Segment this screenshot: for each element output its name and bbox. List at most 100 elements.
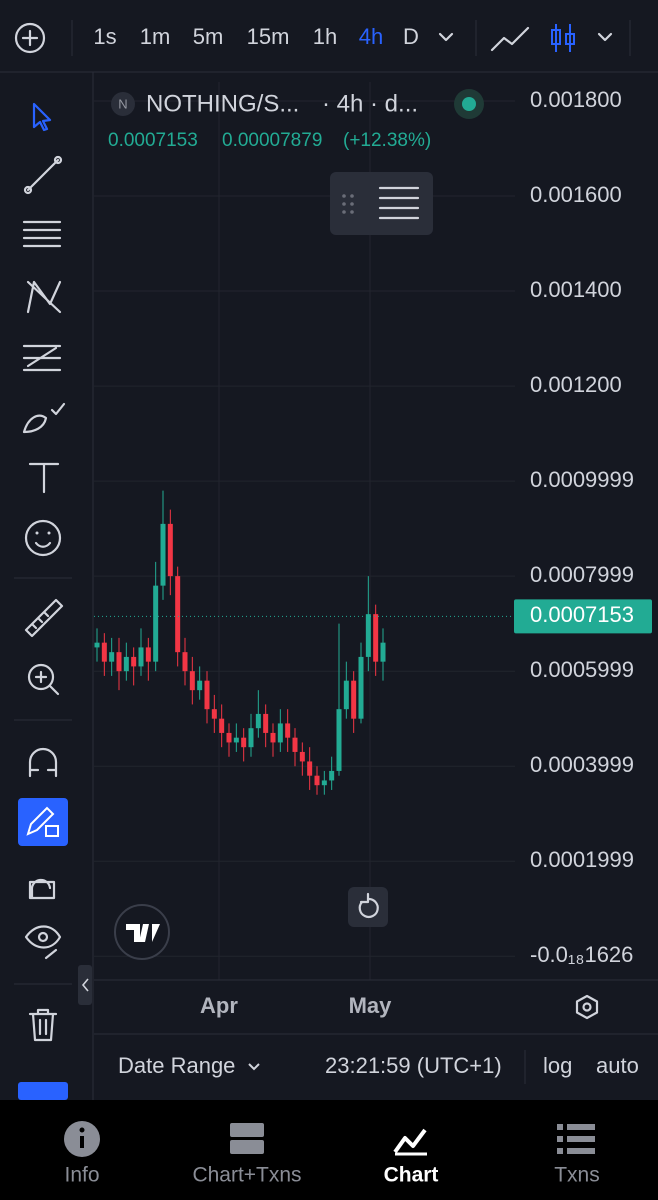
candle-body (204, 680, 210, 710)
candle-body (241, 737, 247, 748)
candle-body (233, 737, 239, 743)
status-dot (462, 97, 476, 111)
symbol-badge (111, 92, 135, 116)
text-tool[interactable] (28, 462, 60, 494)
candle-body (94, 642, 100, 648)
price-label: 0.0007153 (530, 602, 634, 627)
floating-widget[interactable] (330, 172, 433, 235)
delete-tool[interactable] (28, 1008, 58, 1042)
interval-button[interactable]: 1h (313, 24, 337, 49)
interval-button[interactable]: 1m (140, 24, 171, 49)
y-tick-label: 0.0003999 (530, 752, 634, 777)
settings-button[interactable] (575, 994, 599, 1020)
candle-body (292, 737, 298, 752)
lock-drawing-tool[interactable] (18, 798, 68, 846)
interval-menu[interactable] (438, 32, 454, 42)
emoji-tool[interactable] (24, 519, 62, 557)
nav-item[interactable]: Txns (554, 1164, 600, 1187)
interval-button[interactable]: 4h (359, 24, 383, 49)
ruler-tool[interactable] (24, 598, 64, 638)
lines-tool[interactable] (22, 220, 62, 248)
more-tools[interactable] (18, 1082, 68, 1100)
badge-letter: N (118, 96, 127, 111)
y-tick-label: 0.0001999 (530, 847, 634, 872)
candle-body (255, 713, 261, 729)
time-axis: Apr May (200, 993, 392, 1018)
candle-body (263, 713, 269, 733)
list-icon (557, 1124, 595, 1154)
brush-tool[interactable] (22, 402, 66, 434)
y-tick-label: -0.0₁₈1626 (530, 942, 633, 967)
y-tick-label: 0.001800 (530, 87, 622, 112)
drawing-tools (14, 102, 72, 1100)
candle-body (219, 718, 225, 733)
candle-body (314, 775, 320, 786)
add-button[interactable] (14, 22, 46, 54)
candle-body (373, 614, 379, 662)
candle-body (189, 671, 195, 691)
trend-line-tool[interactable] (23, 155, 63, 195)
date-range-button[interactable]: Date Range (118, 1053, 235, 1078)
y-tick-label: 0.001600 (530, 182, 622, 207)
visibility-tool[interactable] (24, 925, 62, 960)
candle-body (131, 656, 137, 667)
y-tick-label: 0.0007999 (530, 562, 634, 587)
y-tick-label: 0.001200 (530, 372, 622, 397)
candle-body (307, 761, 313, 776)
bottom-nav (0, 1100, 658, 1200)
last-value: 0.0007153 (108, 130, 198, 151)
interval-button[interactable]: 1s (93, 24, 116, 49)
candle-body (336, 709, 342, 771)
change-value: 0.00007879 (222, 130, 322, 151)
y-tick-label: 0.0009999 (530, 467, 634, 492)
y-tick-label: 0.0005999 (530, 657, 634, 682)
tradingview-logo[interactable] (114, 904, 170, 960)
chart-type-menu[interactable] (597, 32, 613, 42)
clock[interactable]: 23:21:59 (UTC+1) (325, 1053, 502, 1078)
candle-body (365, 614, 371, 657)
log-toggle[interactable]: log (543, 1053, 572, 1078)
candle-body (358, 656, 364, 719)
candle-body (351, 680, 357, 719)
price-label-bg (514, 599, 652, 634)
candle-body (116, 652, 122, 672)
symbol-name[interactable]: NOTHING/S... (146, 90, 299, 117)
grid (94, 82, 515, 980)
candle-body (270, 732, 276, 743)
candle-body (109, 652, 115, 662)
candle-body (226, 732, 232, 743)
candle-body (248, 728, 254, 748)
nav-item[interactable]: Chart (384, 1164, 439, 1187)
interval-button[interactable]: 15m (247, 24, 290, 49)
symbol-meta: · 4h · d... (322, 90, 418, 117)
zoom-tool[interactable] (27, 663, 60, 696)
date-range-arrow (248, 1063, 260, 1071)
nav-item[interactable]: Info (64, 1164, 99, 1187)
cursor-tool[interactable] (32, 102, 52, 132)
candle-body (321, 780, 327, 786)
candle-body (285, 723, 291, 738)
candle-body (329, 770, 335, 781)
x-tick-label: May (349, 993, 393, 1018)
candle-body (145, 647, 151, 662)
pattern-tool[interactable] (26, 280, 62, 314)
line-chart-icon[interactable] (490, 26, 530, 52)
nav-item[interactable]: Chart+Txns (192, 1164, 301, 1187)
candle-body (175, 576, 181, 653)
reset-button[interactable] (348, 887, 388, 927)
candle-body (343, 680, 349, 710)
interval-button[interactable]: 5m (193, 24, 224, 49)
candle-body (153, 585, 159, 662)
unlock-tool[interactable] (28, 878, 56, 900)
price-axis: 0.001800 0.001600 0.001400 0.001200 0.000999… (514, 87, 652, 967)
change-percent: (+12.38%) (343, 130, 431, 151)
interval-button[interactable]: D (403, 24, 419, 49)
auto-toggle[interactable]: auto (596, 1053, 639, 1078)
toolbar-collapse[interactable] (78, 965, 92, 1005)
candle-body (123, 656, 129, 672)
fib-tool[interactable] (22, 344, 62, 372)
candle-chart-icon[interactable] (551, 24, 575, 52)
magnet-tool[interactable] (28, 747, 58, 778)
candle-body (197, 680, 203, 691)
